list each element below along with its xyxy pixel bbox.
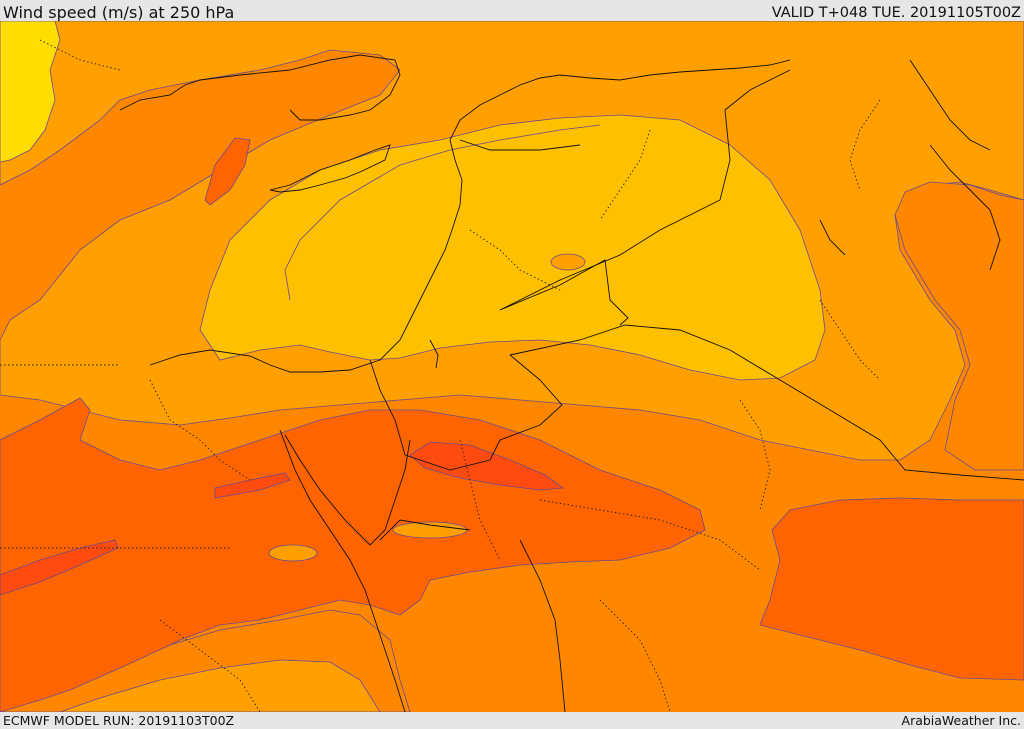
band-25-30 [0, 21, 61, 163]
band-45-50-east [759, 497, 1024, 681]
country-borders [369, 59, 1024, 481]
model-run-label: ECMWF MODEL RUN: 20191103T00Z [3, 713, 235, 728]
footer-bar: ECMWF MODEL RUN: 20191103T00Z ArabiaWeat… [0, 712, 1024, 729]
band-30-35 [199, 114, 826, 381]
map-canvas [0, 21, 1024, 712]
province-borders [0, 39, 881, 712]
credit-label: ArabiaWeather Inc. [901, 713, 1021, 728]
band-50-55-core-1 [409, 441, 565, 491]
valid-time-label: VALID T+048 TUE. 20191105T00Z [771, 5, 1021, 21]
wind-speed-map [0, 21, 1024, 712]
coastlines [119, 54, 1001, 712]
map-title: Wind speed (m/s) at 250 hPa [3, 3, 235, 22]
title-bar: Wind speed (m/s) at 250 hPa VALID T+048 … [0, 0, 1024, 22]
band-50-55-core-3 [0, 539, 119, 596]
